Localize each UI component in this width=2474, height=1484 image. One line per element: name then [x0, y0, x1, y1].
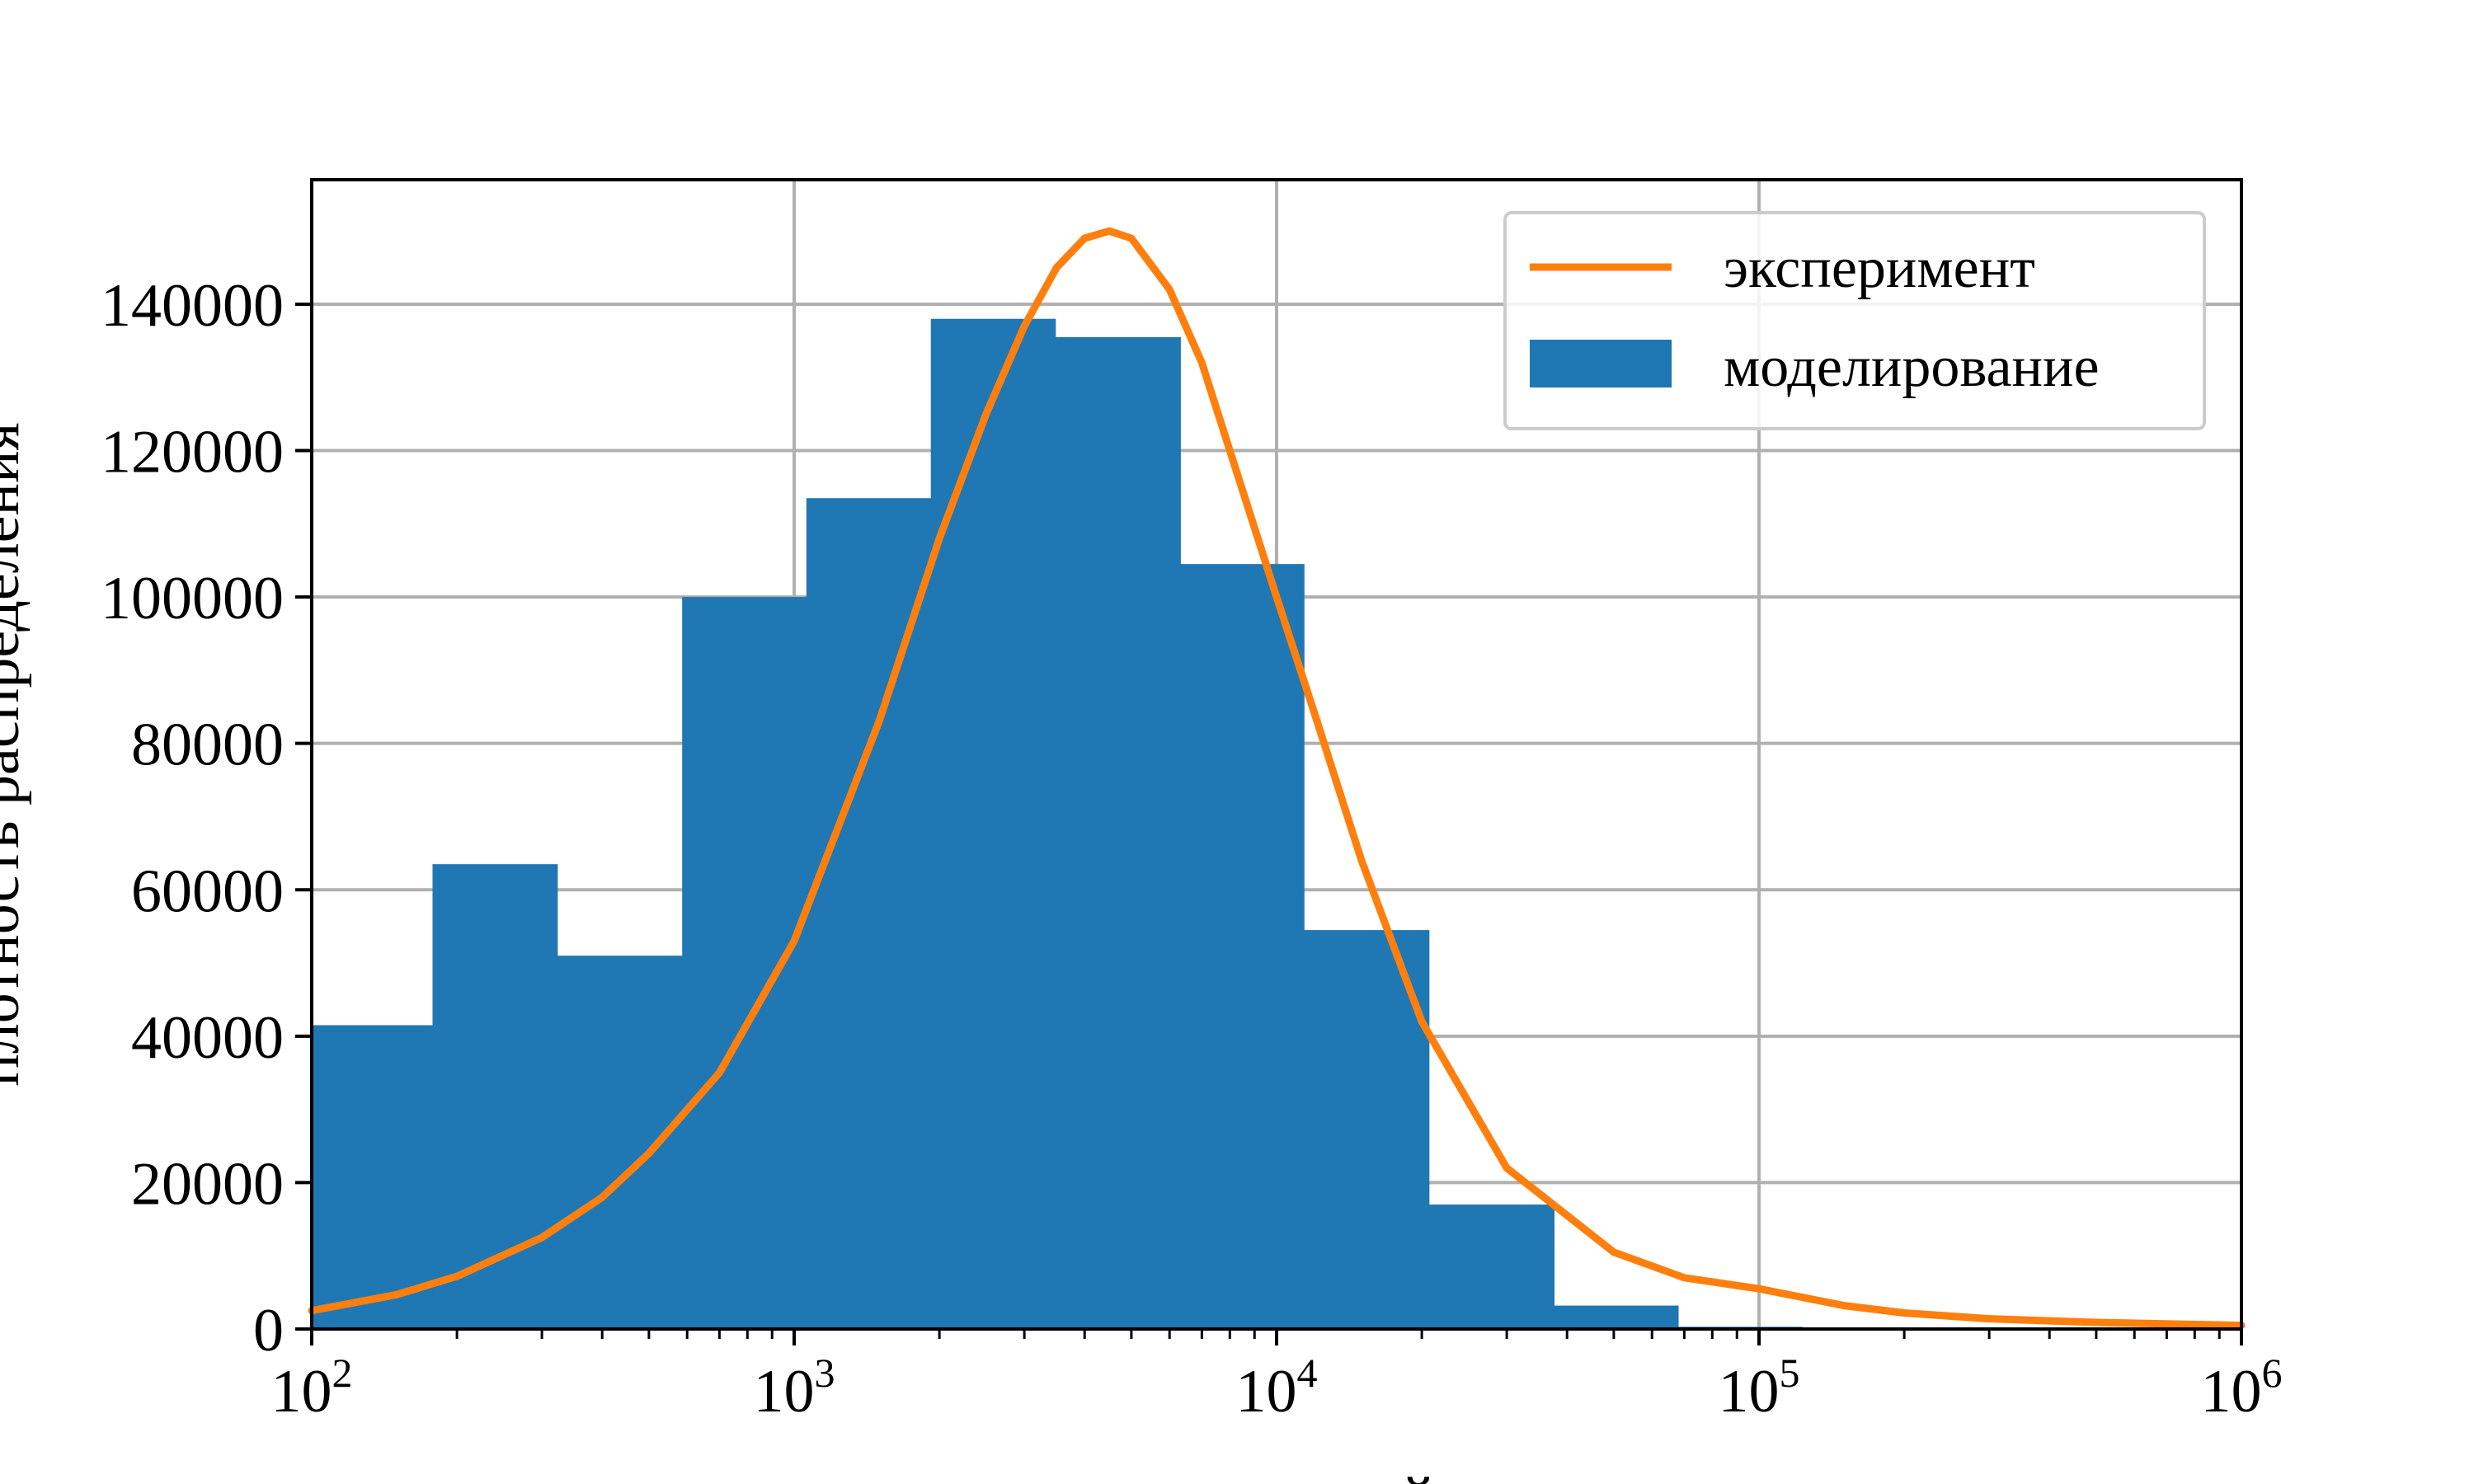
legend-box	[1503, 211, 2206, 430]
histogram-bar	[557, 956, 683, 1329]
legend-label-experiment: эксперимент	[1724, 237, 2035, 300]
y-tick-label: 40000	[131, 1004, 284, 1072]
y-tick-label: 20000	[131, 1150, 284, 1218]
y-tick-label: 80000	[131, 711, 284, 779]
histogram-bar	[1180, 564, 1305, 1329]
y-tick-label: 100000	[101, 565, 284, 632]
x-tick-label: 102	[271, 1350, 353, 1425]
legend-label-simulation: моделирование	[1724, 336, 2100, 399]
legend-bar-swatch	[1530, 340, 1672, 387]
legend: эксперимент моделирование	[1503, 211, 2206, 430]
histogram-bar	[1428, 1205, 1554, 1329]
y-axis-title: плотность распределения	[0, 422, 32, 1086]
y-axis: 0 20000 40000 60000 80000 100000 120000 140000	[101, 272, 312, 1364]
x-tick-label: 103	[754, 1350, 835, 1425]
y-tick-label: 60000	[131, 857, 284, 925]
histogram-bars	[312, 318, 1804, 1330]
x-tick-label: 105	[1719, 1350, 1800, 1425]
histogram-bar	[312, 1025, 433, 1329]
histogram-bar	[682, 597, 807, 1329]
histogram-bar	[930, 318, 1056, 1329]
y-tick-label: 0	[253, 1297, 284, 1364]
x-tick-label: 106	[2201, 1350, 2283, 1425]
histogram-bar	[1055, 336, 1181, 1330]
x-tick-label: 104	[1236, 1350, 1318, 1425]
x-axis: 102 103 104 105 106	[271, 1329, 2283, 1425]
experiment-line	[308, 227, 2246, 1330]
histogram-bar	[1554, 1305, 1679, 1329]
histogram-bar	[432, 864, 558, 1329]
x-axis-title: й	[1402, 1465, 1435, 1484]
y-tick-label: 120000	[101, 419, 284, 486]
y-tick-label: 140000	[101, 272, 284, 340]
